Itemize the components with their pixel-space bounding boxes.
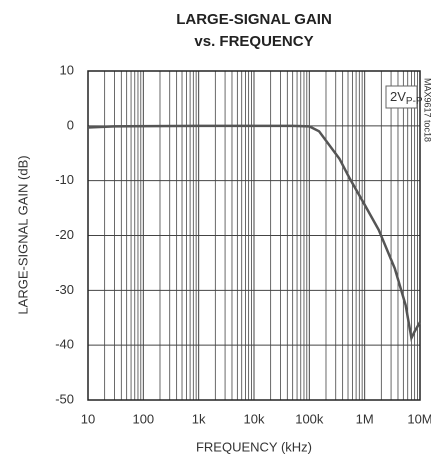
y-tick-label: -30 bbox=[55, 282, 74, 297]
x-tick-label: 10k bbox=[244, 411, 265, 426]
x-tick-label: 1M bbox=[356, 411, 374, 426]
side-note: MAX9617 toc18 bbox=[423, 78, 431, 142]
annotation-box bbox=[385, 85, 418, 109]
y-tick-label: 10 bbox=[60, 62, 74, 77]
chart-title: vs. FREQUENCY bbox=[194, 33, 313, 50]
annotation-sub: P-P bbox=[406, 96, 423, 107]
x-axis-label: FREQUENCY (kHz) bbox=[196, 439, 312, 454]
x-tick-label: 100k bbox=[295, 411, 324, 426]
y-tick-label: -50 bbox=[55, 391, 74, 406]
y-tick-label: -10 bbox=[55, 172, 74, 187]
x-tick-label: 100 bbox=[132, 411, 154, 426]
x-tick-label: 10M bbox=[407, 411, 431, 426]
chart-title: LARGE-SIGNAL GAIN bbox=[176, 11, 332, 28]
y-tick-label: -20 bbox=[55, 227, 74, 242]
line-series bbox=[87, 124, 422, 343]
x-tick-label: 10 bbox=[81, 411, 95, 426]
y-axis-label: LARGE-SIGNAL GAIN (dB) bbox=[15, 155, 30, 314]
annotation-main: 2V bbox=[390, 89, 406, 104]
annotation: 2VP-P bbox=[390, 89, 423, 106]
plot-frame bbox=[87, 70, 421, 401]
x-tick-label: 1k bbox=[192, 411, 206, 426]
y-tick-label: -40 bbox=[55, 337, 74, 352]
y-tick-label: 0 bbox=[67, 117, 74, 132]
